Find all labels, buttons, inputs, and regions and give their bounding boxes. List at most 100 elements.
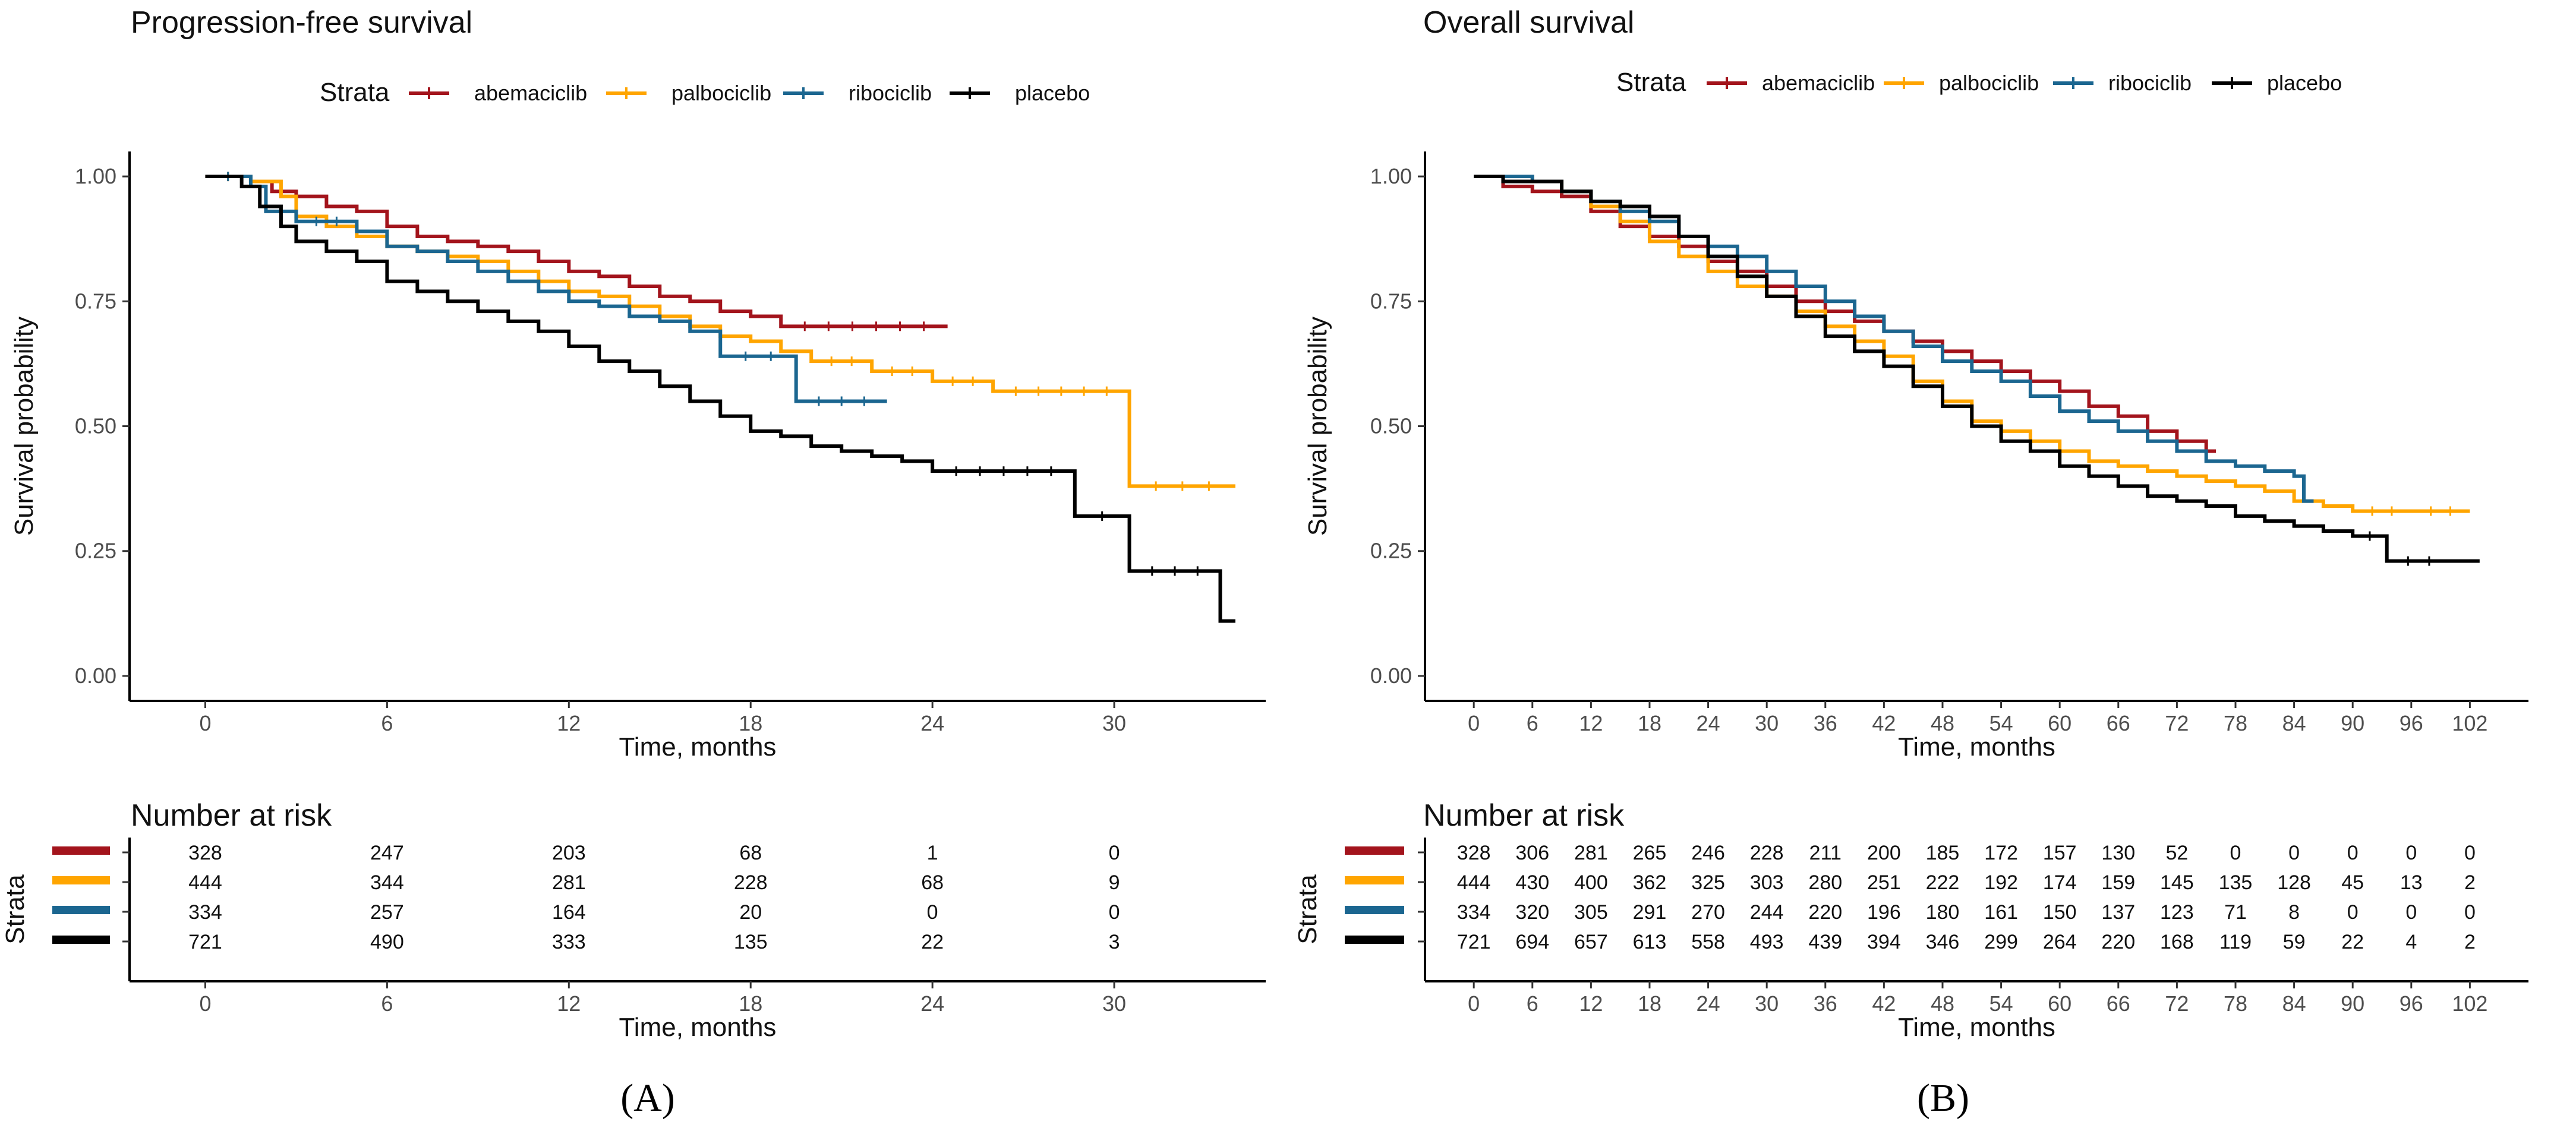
risk-x-tick-label: 54 [1989, 991, 2013, 1016]
x-tick-label: 48 [1931, 711, 1954, 735]
risk-count-palbociclib: 45 [2341, 871, 2364, 894]
y-tick-label: 0.00 [1370, 663, 1412, 688]
risk-count-placebo: 558 [1691, 931, 1725, 953]
survival-curve-ribociclib [1474, 175, 2314, 503]
legend-label-placebo: placebo [1015, 81, 1090, 105]
x-tick-label: 36 [1814, 711, 1837, 735]
x-axis-label: Time, months [1898, 732, 2055, 762]
legend-item-abemaciclib: abemaciclib [1707, 71, 1875, 95]
x-tick-label: 42 [1872, 711, 1896, 735]
risk-count-palbociclib: 444 [188, 871, 222, 894]
risk-count-placebo: 439 [1808, 931, 1842, 953]
risk-count-placebo: 721 [188, 931, 222, 953]
survival-curve-placebo [1474, 175, 2480, 563]
legend-title: Strata [1616, 68, 1686, 97]
legend-label-abemaciclib: abemaciclib [474, 81, 587, 105]
risk-x-tick-label: 60 [2048, 991, 2071, 1016]
x-tick-label: 54 [1989, 711, 2013, 735]
risk-x-tick-label: 48 [1931, 991, 1954, 1016]
risk-count-abemaciclib: 265 [1633, 842, 1667, 864]
y-tick-label: 0.75 [1370, 289, 1412, 313]
risk-table-title: Number at risk [131, 798, 332, 833]
risk-count-ribociclib: 320 [1515, 901, 1549, 924]
x-tick-label: 6 [381, 711, 393, 735]
risk-count-placebo: 394 [1867, 931, 1901, 953]
risk-count-palbociclib: 174 [2043, 871, 2077, 894]
risk-count-abemaciclib: 52 [2165, 842, 2188, 864]
legend-title: Strata [320, 78, 390, 107]
risk-x-tick-label: 78 [2224, 991, 2247, 1016]
risk-count-abemaciclib: 328 [1457, 842, 1491, 864]
risk-count-palbociclib: 135 [2219, 871, 2253, 894]
risk-count-placebo: 22 [921, 931, 944, 953]
risk-count-abemaciclib: 200 [1867, 842, 1901, 864]
legend-item-abemaciclib: abemaciclib [409, 81, 587, 105]
risk-count-placebo: 3 [1109, 931, 1120, 953]
x-tick-label: 24 [1697, 711, 1720, 735]
risk-count-ribociclib: 161 [1984, 901, 2018, 924]
risk-count-palbociclib: 280 [1808, 871, 1842, 894]
survival-curve-palbociclib [205, 175, 1236, 488]
x-tick-label: 72 [2165, 711, 2189, 735]
risk-count-ribociclib: 164 [552, 901, 586, 924]
risk-count-placebo: 346 [1926, 931, 1960, 953]
legend-item-palbociclib: palbociclib [1884, 71, 2039, 95]
legend-label-ribociclib: ribociclib [849, 81, 932, 105]
x-tick-label: 84 [2282, 711, 2306, 735]
y-axis-label: Survival probability [10, 317, 39, 536]
risk-count-palbociclib: 68 [921, 871, 944, 894]
risk-x-tick-label: 66 [2107, 991, 2130, 1016]
x-tick-label: 18 [739, 711, 762, 735]
survival-curve-ribociclib [205, 175, 887, 403]
risk-x-tick-label: 6 [1527, 991, 1538, 1016]
risk-count-palbociclib: 145 [2160, 871, 2194, 894]
x-axis-label: Time, months [619, 732, 777, 762]
x-tick-label: 102 [2452, 711, 2487, 735]
risk-count-placebo: 493 [1750, 931, 1784, 953]
risk-count-abemaciclib: 0 [1109, 842, 1120, 864]
risk-count-placebo: 694 [1515, 931, 1549, 953]
risk-count-palbociclib: 281 [552, 871, 586, 894]
risk-count-placebo: 264 [2043, 931, 2077, 953]
risk-count-palbociclib: 13 [2400, 871, 2423, 894]
x-tick-label: 60 [2048, 711, 2071, 735]
legend-item-placebo: placebo [950, 81, 1090, 105]
risk-x-tick-label: 12 [557, 991, 581, 1016]
risk-count-palbociclib: 430 [1515, 871, 1549, 894]
x-tick-label: 30 [1102, 711, 1126, 735]
y-axis-label: Survival probability [1303, 317, 1332, 536]
x-tick-label: 78 [2224, 711, 2247, 735]
risk-count-ribociclib: 196 [1867, 901, 1901, 924]
risk-x-tick-label: 18 [739, 991, 762, 1016]
risk-x-axis-label: Time, months [1898, 1013, 2055, 1042]
risk-count-palbociclib: 222 [1926, 871, 1960, 894]
risk-count-abemaciclib: 172 [1984, 842, 2018, 864]
risk-count-palbociclib: 303 [1750, 871, 1784, 894]
risk-count-palbociclib: 128 [2277, 871, 2311, 894]
risk-count-placebo: 333 [552, 931, 586, 953]
risk-x-tick-label: 90 [2341, 991, 2364, 1016]
y-tick-label: 1.00 [1370, 164, 1412, 188]
y-tick-label: 0.50 [75, 414, 116, 438]
risk-x-tick-label: 0 [199, 991, 211, 1016]
risk-count-ribociclib: 334 [188, 901, 222, 924]
risk-x-tick-label: 0 [1468, 991, 1480, 1016]
legend-label-placebo: placebo [2267, 71, 2342, 95]
x-tick-label: 0 [199, 711, 211, 735]
risk-count-ribociclib: 137 [2101, 901, 2135, 924]
x-tick-label: 0 [1468, 711, 1480, 735]
risk-count-ribociclib: 150 [2043, 901, 2077, 924]
risk-count-abemaciclib: 281 [1574, 842, 1608, 864]
risk-count-placebo: 657 [1574, 931, 1608, 953]
risk-x-tick-label: 72 [2165, 991, 2189, 1016]
risk-table-title: Number at risk [1423, 798, 1625, 833]
x-tick-label: 30 [1755, 711, 1779, 735]
risk-strata-label: Strata [1293, 874, 1322, 944]
panel-b: Overall survival Strata abemaciclib palboci… [1293, 5, 2528, 1120]
risk-count-palbociclib: 159 [2101, 871, 2135, 894]
chart-title: Progression-free survival [131, 5, 472, 40]
risk-count-ribociclib: 20 [739, 901, 762, 924]
x-tick-label: 12 [1579, 711, 1603, 735]
risk-count-ribociclib: 180 [1926, 901, 1960, 924]
chart-title: Overall survival [1423, 5, 1634, 40]
